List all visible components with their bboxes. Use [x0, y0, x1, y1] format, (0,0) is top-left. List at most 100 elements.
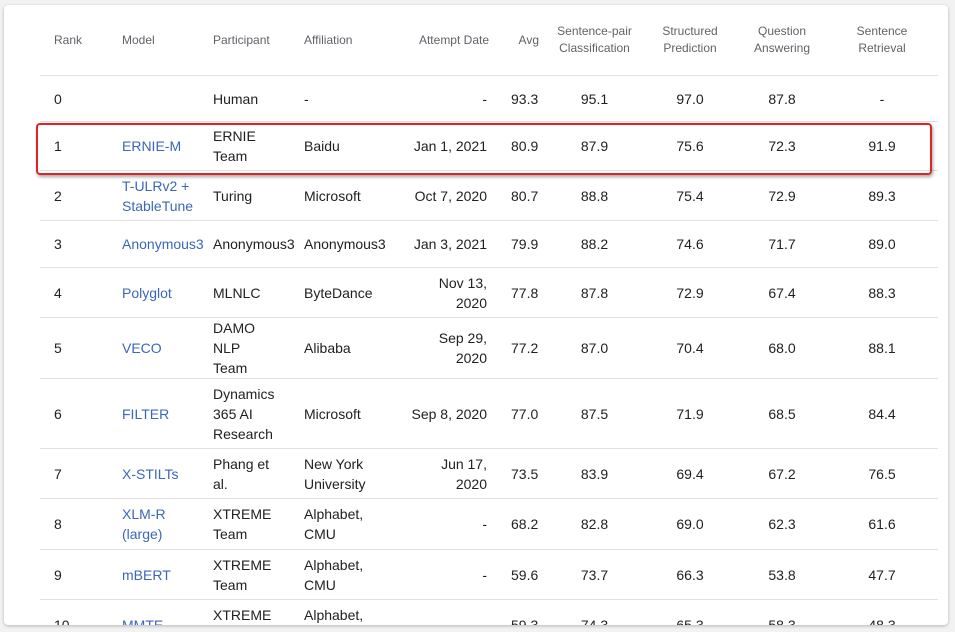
model-link[interactable]: T-ULRv2 + [122, 177, 190, 194]
column-header-sentence-pair-classification[interactable]: Sentence-pair Classification [547, 5, 642, 76]
question-answering-cell: 72.3 [738, 121, 826, 171]
cell-text: 2020 [455, 475, 487, 492]
sentence-retrieval-cell: - [826, 75, 938, 122]
structured-prediction-cell: 71.9 [642, 378, 738, 449]
cell-text: Alphabet, [304, 556, 364, 573]
cell-text: Oct 7, 2020 [414, 187, 487, 204]
cell-text: XTREME [213, 556, 272, 573]
rank-cell: 10 [40, 599, 108, 625]
column-header-sentence-retrieval[interactable]: Sentence Retrieval [826, 5, 938, 76]
column-header-affiliation[interactable]: Affiliation [290, 5, 382, 76]
cell-text: Anonymous3 [304, 236, 386, 252]
cell-text: Team [213, 576, 248, 593]
model-link[interactable]: VECO [122, 340, 162, 356]
column-header-rank[interactable]: Rank [40, 5, 108, 76]
affiliation-cell: Alphabet,CMU [290, 599, 382, 625]
model-link[interactable]: (large) [122, 526, 163, 542]
cell-text: 365 AI [213, 405, 253, 422]
column-header-attempt-date[interactable]: Attempt Date [382, 5, 497, 76]
question-answering-cell: 53.8 [738, 549, 826, 600]
column-header-model[interactable]: Model [108, 5, 199, 76]
question-answering-cell: 71.7 [738, 220, 826, 268]
structured-prediction-cell: 69.4 [642, 448, 738, 499]
cell-text: CMU [304, 526, 336, 542]
sentence-pair-classification-cell: 87.5 [547, 378, 642, 449]
column-header-participant[interactable]: Participant [199, 5, 290, 76]
rank-cell: 5 [40, 317, 108, 379]
cell-text: MLNLC [213, 284, 261, 301]
rank-cell: 9 [40, 549, 108, 600]
model-link[interactable]: FILTER [122, 405, 170, 422]
avg-cell: 80.9 [497, 121, 547, 171]
attempt-date-cell: Oct 7, 2020 [382, 170, 497, 221]
table-row: 4 Polyglot MLNLC ByteDance Nov 13, 2020 77.8 87… [40, 267, 938, 318]
structured-prediction-cell: 70.4 [642, 317, 738, 379]
cell-text: Microsoft [304, 405, 361, 422]
model-cell: X-STILTs [108, 448, 199, 499]
cell-text: ERNIE Team [213, 128, 256, 164]
affiliation-cell: Alphabet,CMU [290, 549, 382, 600]
cell-text: Turing [213, 187, 253, 204]
participant-cell: Turing [199, 170, 290, 221]
model-link[interactable]: MMTE [122, 616, 164, 626]
rank-cell: 2 [40, 170, 108, 221]
column-header-question-answering[interactable]: Question Answering [738, 5, 826, 76]
column-header-avg[interactable]: Avg [497, 5, 547, 76]
structured-prediction-cell: 74.6 [642, 220, 738, 268]
table-row: 7 X-STILTs Phang et al. New York University J… [40, 448, 938, 499]
cell-text: Baidu [304, 138, 340, 154]
avg-cell: 77.0 [497, 378, 547, 449]
cell-text: Sep 8, 2020 [411, 405, 487, 422]
model-link[interactable]: StableTune [122, 197, 194, 214]
table-row: 6 FILTER Dynamics 365 AI Research Microsoft Se… [40, 378, 938, 449]
participant-cell: Phang et al. [199, 448, 290, 499]
cell-text: Human [213, 90, 259, 107]
avg-cell: 93.3 [497, 75, 547, 122]
model-cell: mBERT [108, 549, 199, 600]
cell-text: - [482, 616, 487, 626]
model-cell: ERNIE-M [108, 121, 199, 171]
cell-text: - [304, 90, 309, 107]
model-link[interactable]: XLM-R [122, 506, 166, 522]
affiliation-cell: Microsoft [290, 170, 382, 221]
participant-cell: DAMO NLP Team [199, 317, 290, 379]
sentence-pair-classification-cell: 87.0 [547, 317, 642, 379]
avg-cell: 80.7 [497, 170, 547, 221]
structured-prediction-cell: 69.0 [642, 498, 738, 550]
attempt-date-cell: - [382, 498, 497, 550]
affiliation-cell: Alphabet,CMU [290, 498, 382, 550]
column-header-structured-prediction[interactable]: Structured Prediction [642, 5, 738, 76]
affiliation-cell: Alibaba [290, 317, 382, 379]
model-link[interactable]: Anonymous3 [122, 236, 204, 252]
structured-prediction-cell: 75.6 [642, 121, 738, 171]
model-link[interactable]: ERNIE-M [122, 138, 182, 154]
avg-cell: 73.5 [497, 448, 547, 499]
attempt-date-cell: Jun 17, 2020 [382, 448, 497, 499]
attempt-date-cell: Jan 3, 2021 [382, 220, 497, 268]
leaderboard-body: 0 Human - -93.3 95.1 97.0 87.8-1 ERNIE-M ERNIE T… [40, 75, 938, 626]
question-answering-cell: 67.2 [738, 448, 826, 499]
affiliation-cell: New York University [290, 448, 382, 499]
model-cell: VECO [108, 317, 199, 379]
model-cell: MMTE [108, 599, 199, 626]
sentence-pair-classification-cell: 83.9 [547, 448, 642, 499]
sentence-retrieval-cell: 76.5 [826, 448, 938, 499]
participant-cell: Dynamics 365 AI Research [199, 378, 290, 449]
leaderboard-card: Rank Model Participant Affiliation Attem… [4, 5, 948, 625]
sentence-pair-classification-cell: 95.1 [547, 75, 642, 122]
sentence-pair-classification-cell: 82.8 [547, 498, 642, 550]
question-answering-cell: 67.4 [738, 267, 826, 318]
cell-text: Jan 3, 2021 [413, 236, 487, 252]
cell-text: XTREME [213, 606, 272, 623]
sentence-retrieval-cell: 47.7 [826, 549, 938, 600]
model-link[interactable]: X-STILTs [122, 465, 179, 482]
cell-text: Dynamics [213, 385, 275, 402]
sentence-retrieval-cell: 88.3 [826, 267, 938, 318]
structured-prediction-cell: 75.4 [642, 170, 738, 221]
model-link[interactable]: mBERT [122, 566, 171, 583]
question-answering-cell: 68.5 [738, 378, 826, 449]
avg-cell: 77.8 [497, 267, 547, 318]
rank-cell: 1 [40, 121, 108, 171]
model-link[interactable]: Polyglot [122, 284, 172, 301]
